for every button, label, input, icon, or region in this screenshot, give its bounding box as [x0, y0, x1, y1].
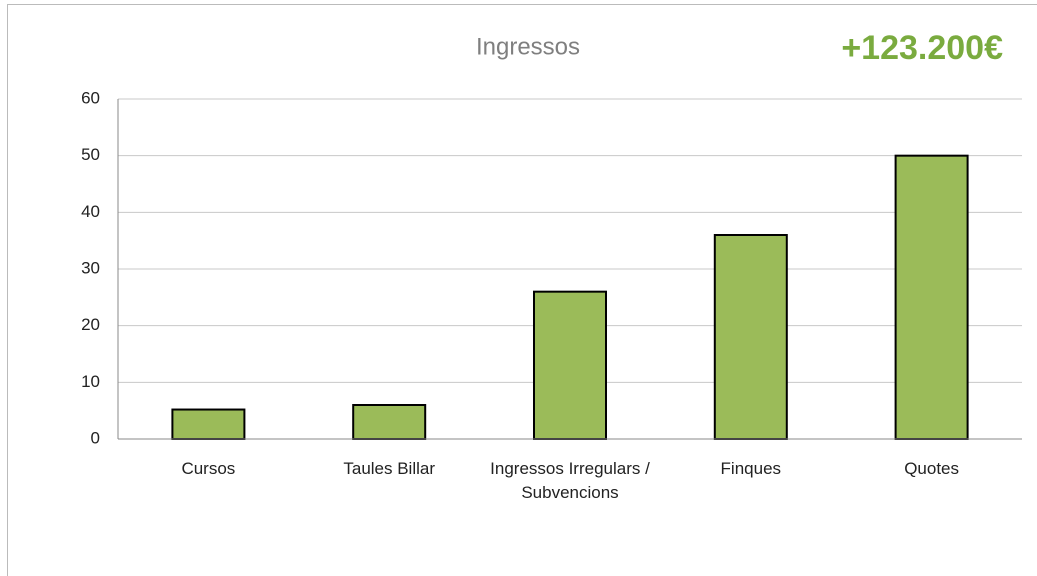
chart-border: [7, 4, 1037, 576]
y-tick-label: 50: [81, 145, 100, 164]
x-tick-label: Cursos: [181, 459, 236, 478]
bar: [171, 408, 246, 440]
bar: [894, 154, 969, 441]
bar: [352, 404, 427, 440]
bar: [713, 234, 788, 440]
chart-title: Ingressos: [476, 33, 580, 60]
y-tick-label: 30: [81, 258, 100, 277]
y-tick-label: 0: [91, 428, 100, 447]
x-tick-label: Finques: [720, 459, 782, 478]
bar: [533, 290, 607, 440]
y-tick-label: 60: [81, 88, 100, 107]
x-tick-label: Quotes: [904, 459, 959, 478]
annotation: +123.200€: [841, 29, 1003, 67]
y-tick-label: 40: [81, 202, 100, 221]
x-tick-label: Ingressos Irregulars / Subvencions: [490, 459, 650, 502]
y-tick-label: 20: [81, 315, 100, 334]
y-tick-label: 10: [81, 372, 100, 391]
x-tick-label: Taules Billar: [343, 459, 436, 478]
